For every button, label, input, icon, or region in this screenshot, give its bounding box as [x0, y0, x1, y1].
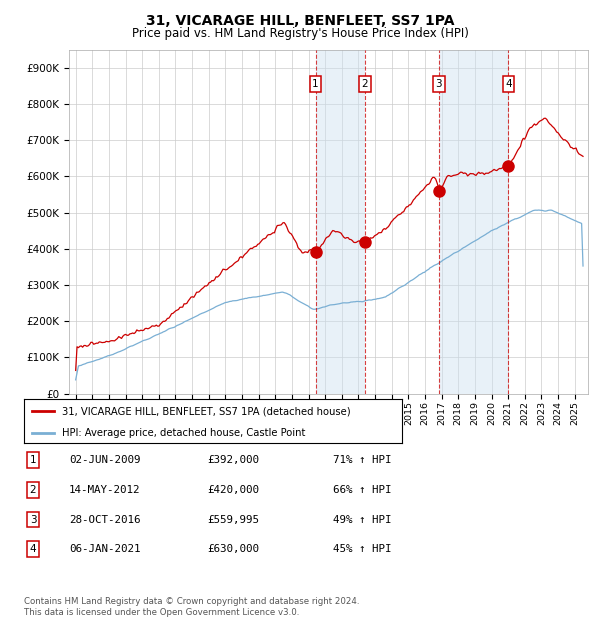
Text: 4: 4 [505, 79, 512, 89]
Text: 4: 4 [29, 544, 37, 554]
Text: 28-OCT-2016: 28-OCT-2016 [69, 515, 140, 525]
Text: 45% ↑ HPI: 45% ↑ HPI [333, 544, 392, 554]
Text: Contains HM Land Registry data © Crown copyright and database right 2024.
This d: Contains HM Land Registry data © Crown c… [24, 598, 359, 617]
Text: Price paid vs. HM Land Registry's House Price Index (HPI): Price paid vs. HM Land Registry's House … [131, 27, 469, 40]
Text: 31, VICARAGE HILL, BENFLEET, SS7 1PA: 31, VICARAGE HILL, BENFLEET, SS7 1PA [146, 14, 454, 28]
Text: £392,000: £392,000 [207, 455, 259, 465]
Text: 66% ↑ HPI: 66% ↑ HPI [333, 485, 392, 495]
Text: 3: 3 [29, 515, 37, 525]
Bar [316, 50, 365, 394]
Text: 1: 1 [29, 455, 37, 465]
Text: 31, VICARAGE HILL, BENFLEET, SS7 1PA (detached house): 31, VICARAGE HILL, BENFLEET, SS7 1PA (de… [62, 406, 350, 416]
Text: 49% ↑ HPI: 49% ↑ HPI [333, 515, 392, 525]
Text: 02-JUN-2009: 02-JUN-2009 [69, 455, 140, 465]
Bar [439, 50, 508, 394]
Text: 2: 2 [29, 485, 37, 495]
Text: £420,000: £420,000 [207, 485, 259, 495]
Text: 1: 1 [312, 79, 319, 89]
Text: £630,000: £630,000 [207, 544, 259, 554]
Text: 2: 2 [361, 79, 368, 89]
Text: £559,995: £559,995 [207, 515, 259, 525]
Text: 3: 3 [436, 79, 442, 89]
Text: 14-MAY-2012: 14-MAY-2012 [69, 485, 140, 495]
Text: 71% ↑ HPI: 71% ↑ HPI [333, 455, 392, 465]
Text: 06-JAN-2021: 06-JAN-2021 [69, 544, 140, 554]
Text: HPI: Average price, detached house, Castle Point: HPI: Average price, detached house, Cast… [62, 428, 305, 438]
